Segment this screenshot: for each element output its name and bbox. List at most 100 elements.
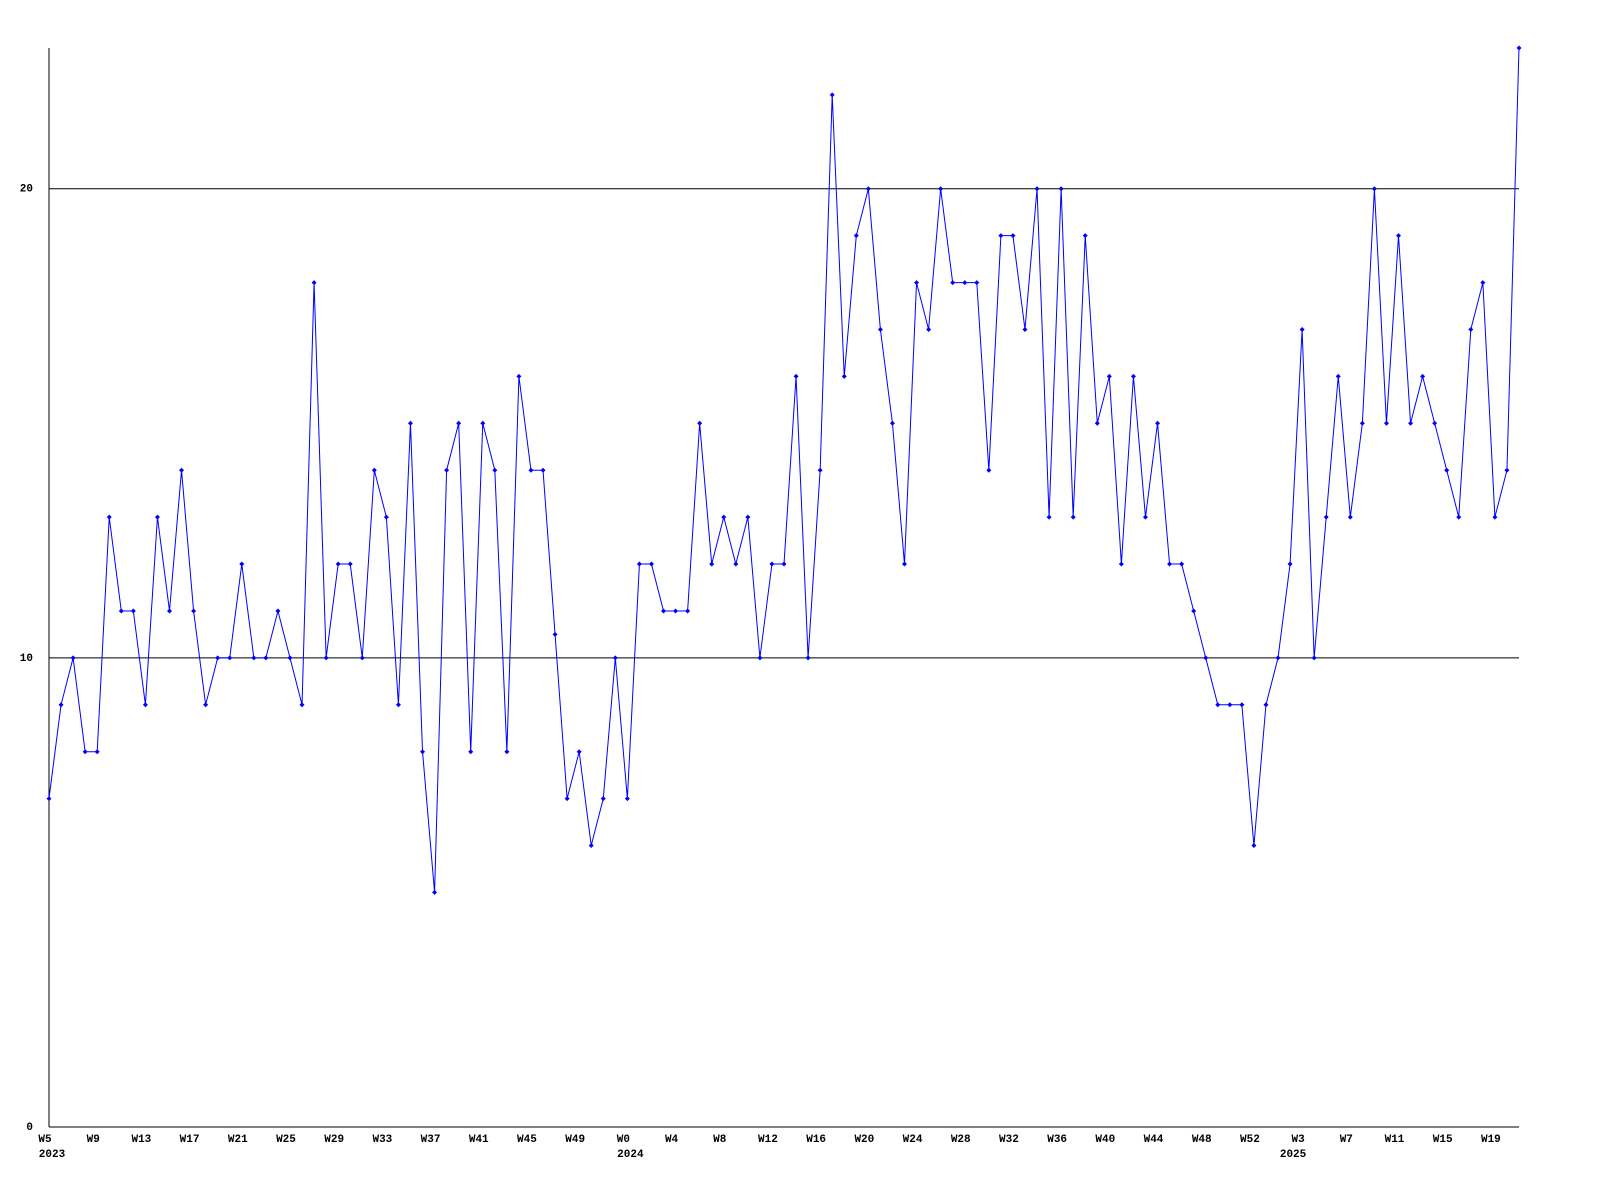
data-point [1155, 420, 1161, 426]
data-point [432, 889, 438, 895]
x-tick-label: W8 [713, 1134, 727, 1146]
data-point [407, 420, 413, 426]
x-tick-label: W24 [903, 1134, 923, 1146]
data-point [239, 561, 245, 567]
data-point [564, 796, 570, 802]
data-point [492, 467, 498, 473]
x-tick-label: W19 [1481, 1134, 1501, 1146]
data-point [1335, 373, 1341, 379]
data-point [1468, 326, 1474, 332]
data-point [805, 655, 811, 661]
data-point [1142, 514, 1148, 520]
data-point [1359, 420, 1365, 426]
x-tick-label: W33 [372, 1134, 392, 1146]
data-point [1179, 561, 1185, 567]
x-tick-label: W41 [469, 1134, 489, 1146]
data-point [1215, 702, 1221, 708]
data-point [371, 467, 377, 473]
x-tick-label: W36 [1047, 1134, 1067, 1146]
data-point [938, 186, 944, 192]
x-tick-label: W48 [1192, 1134, 1212, 1146]
data-point [1227, 702, 1233, 708]
data-point [600, 796, 606, 802]
data-point [395, 702, 401, 708]
data-point [889, 420, 895, 426]
data-point [817, 467, 823, 473]
x-tick-label: W16 [806, 1134, 826, 1146]
data-point [118, 608, 124, 614]
data-point [1275, 655, 1281, 661]
data-point [1034, 186, 1040, 192]
data-point [624, 796, 630, 802]
data-point [166, 608, 172, 614]
data-point [1130, 373, 1136, 379]
data-point [1444, 467, 1450, 473]
x-tick-label: W25 [276, 1134, 296, 1146]
x-tick-label: W21 [228, 1134, 248, 1146]
data-point [1167, 561, 1173, 567]
x-tick-label: W0 [617, 1134, 630, 1146]
data-point [793, 373, 799, 379]
data-point [877, 326, 883, 332]
data-point [154, 514, 160, 520]
data-point [1010, 233, 1016, 239]
data-point [227, 655, 233, 661]
data-point [697, 420, 703, 426]
y-tick-label: 20 [20, 184, 33, 196]
data-point [1408, 420, 1414, 426]
x-tick-label: W4 [665, 1134, 679, 1146]
data-point [1082, 233, 1088, 239]
data-point [1118, 561, 1124, 567]
data-point [58, 702, 64, 708]
data-point [1263, 702, 1269, 708]
data-point [1432, 420, 1438, 426]
data-point [576, 749, 582, 755]
y-tick-label: 0 [26, 1122, 33, 1134]
data-point [179, 467, 185, 473]
data-point [757, 655, 763, 661]
data-point [745, 514, 751, 520]
data-point [480, 420, 486, 426]
data-point [986, 467, 992, 473]
data-point [215, 655, 221, 661]
data-point [1239, 702, 1245, 708]
data-point [468, 749, 474, 755]
data-point [1191, 608, 1197, 614]
y-tick-label: 10 [20, 653, 33, 665]
data-point [950, 280, 956, 286]
data-point [781, 561, 787, 567]
data-point [299, 702, 305, 708]
data-point [1456, 514, 1462, 520]
data-point [1420, 373, 1426, 379]
x-tick-label: W3 [1292, 1134, 1306, 1146]
data-point [142, 702, 148, 708]
data-point [721, 514, 727, 520]
x-tick-label: W7 [1340, 1134, 1353, 1146]
data-point [673, 608, 679, 614]
data-point [311, 280, 317, 286]
data-point [456, 420, 462, 426]
data-point [1323, 514, 1329, 520]
x-tick-label: W5 [38, 1134, 52, 1146]
x-tick-label: W40 [1095, 1134, 1115, 1146]
data-point [46, 796, 52, 802]
data-point [504, 749, 510, 755]
data-point [275, 608, 281, 614]
data-point [94, 749, 100, 755]
data-point [998, 233, 1004, 239]
data-point [1383, 420, 1389, 426]
data-line [48, 47, 1520, 893]
x-tick-label: W11 [1385, 1134, 1405, 1146]
data-point [901, 561, 907, 567]
data-point [1106, 373, 1112, 379]
data-point [1516, 45, 1522, 51]
data-point [914, 280, 920, 286]
data-point [82, 749, 88, 755]
data-point [323, 655, 329, 661]
data-point [203, 702, 209, 708]
x-tick-label: W52 [1240, 1134, 1260, 1146]
data-point [1251, 843, 1257, 849]
data-point [865, 186, 871, 192]
